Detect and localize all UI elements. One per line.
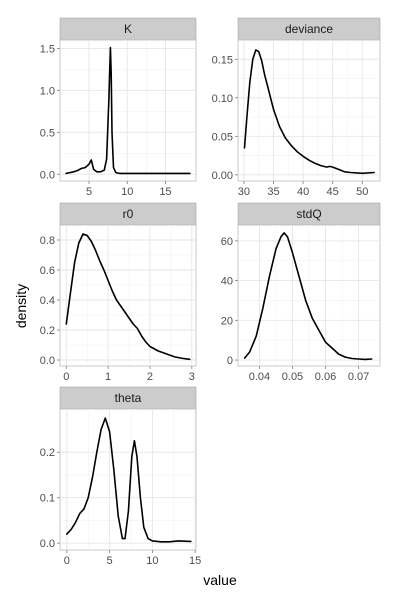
y-tick-label: 0.0 <box>40 538 55 550</box>
y-tick-label: 0.15 <box>212 54 233 66</box>
facet-stdQ: stdQ 0.04 0.05 0.06 0.07 0 20 40 60 <box>221 202 381 383</box>
x-tick-label: 30 <box>238 186 250 198</box>
y-tick-label: 0.8 <box>40 235 55 247</box>
y-tick-label: 0.05 <box>212 131 233 143</box>
x-tick-label: 0.06 <box>315 371 336 383</box>
facet-strip-label: deviance <box>285 22 333 36</box>
x-tick-label: 0.07 <box>348 371 369 383</box>
panel-background <box>59 408 197 551</box>
panel-background <box>59 224 197 367</box>
facet-deviance: deviance 30 35 40 45 50 0.00 0.05 0.10 0.15 <box>212 17 381 198</box>
panel-background <box>59 39 197 182</box>
y-tick-label: 40 <box>221 276 233 288</box>
y-tick-label: 0 <box>227 355 233 367</box>
x-tick-label: 40 <box>297 186 309 198</box>
y-tick-label: 0.2 <box>40 325 55 337</box>
x-tick-label: 35 <box>267 186 279 198</box>
x-tick-label: 3 <box>189 371 195 383</box>
density-line-theta <box>66 417 192 543</box>
y-tick-label: 1.5 <box>40 43 55 55</box>
y-tick-label: 0.00 <box>212 170 233 182</box>
x-tick-label: 0 <box>64 555 70 567</box>
density-line-K <box>65 46 191 175</box>
x-tick-label: 10 <box>121 186 133 198</box>
density-line-stdQ <box>243 232 373 361</box>
facet-r0: r0 0 1 2 3 0.0 0.2 0.4 0.6 0.8 <box>40 202 197 383</box>
y-tick-label: 0.0 <box>40 355 55 367</box>
density-line-deviance <box>243 49 375 175</box>
x-tick-label: 5 <box>86 186 92 198</box>
y-tick-label: 0.2 <box>40 447 55 459</box>
facet-K: K 5 10 15 0.0 0.5 1.0 1.5 <box>40 17 197 198</box>
facet-theta: theta 0 5 10 15 0.0 0.1 0.2 <box>40 386 201 567</box>
y-tick-label: 0.1 <box>40 493 55 505</box>
density-line-r0 <box>65 233 191 361</box>
y-tick-label: 60 <box>221 236 233 248</box>
y-tick-label: 0.6 <box>40 265 55 277</box>
y-tick-label: 20 <box>221 315 233 327</box>
y-tick-label: 0.4 <box>40 295 55 307</box>
x-axis-title: value <box>203 572 237 588</box>
x-tick-label: 1 <box>105 371 111 383</box>
y-tick-label: 0.5 <box>40 127 55 139</box>
x-tick-label: 50 <box>356 186 368 198</box>
x-tick-label: 15 <box>159 186 171 198</box>
y-axis-title: density <box>13 284 29 328</box>
y-tick-label: 1.0 <box>40 85 55 97</box>
x-tick-label: 10 <box>146 555 158 567</box>
facet-strip-label: K <box>124 22 132 36</box>
facet-strip-label: r0 <box>123 207 134 221</box>
x-tick-label: 5 <box>107 555 113 567</box>
facet-strip-label: stdQ <box>296 207 321 221</box>
x-tick-label: 0.05 <box>282 371 303 383</box>
x-tick-label: 15 <box>189 555 201 567</box>
x-tick-label: 0.04 <box>249 371 270 383</box>
y-tick-label: 0.0 <box>40 169 55 181</box>
x-tick-label: 2 <box>147 371 153 383</box>
x-tick-label: 0 <box>63 371 69 383</box>
facet-strip-label: theta <box>115 391 142 405</box>
x-tick-label: 45 <box>327 186 339 198</box>
y-tick-label: 0.10 <box>212 93 233 105</box>
